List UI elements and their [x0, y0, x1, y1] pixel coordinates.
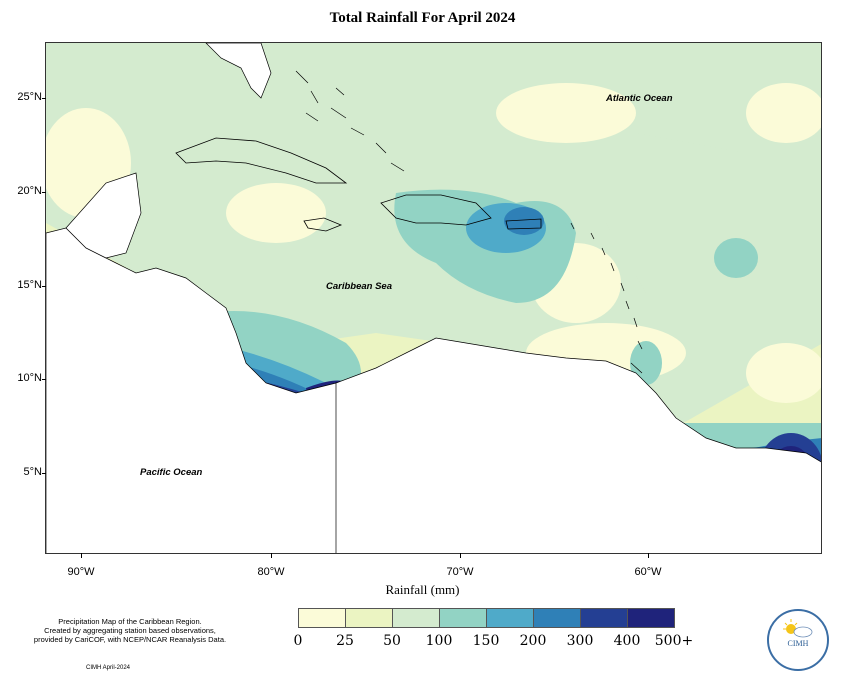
land-hispaniola — [380, 194, 492, 226]
legend-swatch — [533, 608, 581, 628]
lat-tick-10n: 10°N — [17, 372, 42, 384]
footnote-credit: CIMH April-2024 — [86, 665, 131, 671]
dry-patch-atlantic-east — [746, 83, 821, 143]
footnote: Precipitation Map of the Caribbean Regio… — [10, 617, 250, 644]
lon-tick-mark — [460, 553, 461, 558]
dry-patch-atlantic-north — [496, 83, 636, 143]
legend-value-label: 200 — [519, 633, 547, 649]
rainfall-map-canvas — [46, 43, 821, 553]
legend-swatch — [486, 608, 534, 628]
lat-tick-25n: 25°N — [17, 91, 42, 103]
footnote-line-1: Precipitation Map of the Caribbean Regio… — [58, 617, 202, 626]
lat-tick-mark — [42, 286, 46, 287]
legend-value-label: 25 — [336, 633, 354, 649]
legend-value-label: 100 — [425, 633, 453, 649]
legend-swatch — [298, 608, 346, 628]
rainfall-zone-25-50-atlantic — [606, 133, 821, 343]
land-yucatan — [65, 172, 142, 259]
legend-swatch — [580, 608, 628, 628]
sun-cloud-icon — [783, 619, 813, 638]
land-puerto-rico — [505, 218, 542, 230]
cimh-logo: CIMH — [767, 609, 829, 671]
footnote-line-3: provided by CariCOF, with NCEP/NCAR Rean… — [33, 635, 227, 644]
lat-tick-5n: 5°N — [23, 466, 42, 478]
land-cuba — [175, 137, 348, 184]
lon-tick-90w: 90°W — [67, 566, 95, 578]
legend-value-label: 500+ — [654, 633, 694, 649]
dry-patch-yucatan — [226, 183, 326, 243]
land-lesser-antilles — [570, 222, 643, 374]
dry-patch-east — [746, 343, 821, 403]
legend-value-label: 150 — [472, 633, 500, 649]
footnote-line-2: Created by aggregating station based obs… — [44, 626, 216, 635]
land-south-america — [335, 337, 821, 553]
rainfall-zone-50-100-trinidad — [630, 341, 662, 385]
rainfall-zone-50-100-atlantic — [714, 238, 758, 278]
ocean-label-caribbean: Caribbean Sea — [326, 281, 392, 292]
legend-title: Rainfall (mm) — [385, 582, 460, 597]
rainfall-map — [45, 42, 822, 554]
land-bahamas — [295, 70, 405, 172]
map-title: Total Rainfall For April 2024 — [329, 10, 516, 26]
lon-tick-60w: 60°W — [634, 566, 662, 578]
lon-tick-70w: 70°W — [446, 566, 474, 578]
lat-tick-mark — [42, 379, 46, 380]
ocean-label-pacific: Pacific Ocean — [140, 467, 203, 478]
lon-tick-80w: 80°W — [257, 566, 285, 578]
legend-value-label: 400 — [613, 633, 641, 649]
lon-tick-mark — [648, 553, 649, 558]
lat-tick-20n: 20°N — [17, 185, 42, 197]
legend-swatch — [439, 608, 487, 628]
lat-tick-15n: 15°N — [17, 279, 42, 291]
lon-tick-mark — [81, 553, 82, 558]
legend-value-label: 300 — [566, 633, 594, 649]
legend-value-label: 0 — [293, 633, 303, 649]
legend-value-label: 50 — [383, 633, 401, 649]
land-jamaica — [303, 217, 343, 232]
land-florida — [205, 43, 272, 99]
logo-text: CIMH — [787, 639, 809, 648]
lon-tick-mark — [271, 553, 272, 558]
legend-swatch — [345, 608, 393, 628]
legend-swatch — [627, 608, 675, 628]
ocean-label-atlantic: Atlantic Ocean — [606, 93, 673, 104]
legend-swatch — [392, 608, 440, 628]
lat-tick-mark — [42, 192, 46, 193]
lat-tick-mark — [42, 98, 46, 99]
lat-tick-mark — [42, 473, 46, 474]
